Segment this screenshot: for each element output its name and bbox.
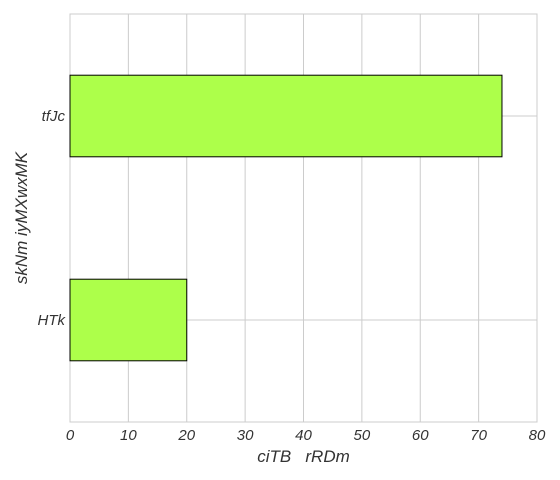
x-tick-label: 80	[529, 427, 546, 444]
x-tick-label: 60	[412, 427, 429, 444]
x-tick-label: 40	[295, 427, 312, 444]
x-tick-label: 10	[120, 427, 137, 444]
bar-tfJc	[69, 74, 503, 158]
x-tick-label: 30	[237, 427, 254, 444]
bars	[69, 74, 503, 362]
y-tick-labels: HTk tfJc	[38, 108, 67, 329]
x-tick-label: 20	[177, 427, 195, 444]
x-axis-label: ciTB rRDm	[257, 447, 350, 466]
x-tick-labels: 0 10 20 30 40 50 60 70 80	[66, 427, 546, 444]
bar-HTk	[69, 278, 188, 362]
x-tick-label: 50	[354, 427, 371, 444]
y-tick-label: HTk	[38, 312, 67, 329]
x-tick-label: 70	[470, 427, 487, 444]
plot-frame	[69, 13, 538, 423]
x-tick-label: 0	[66, 427, 75, 444]
y-tick-label: tfJc	[42, 108, 66, 125]
y-axis-label: skNm iyMXwxMK	[12, 151, 31, 284]
